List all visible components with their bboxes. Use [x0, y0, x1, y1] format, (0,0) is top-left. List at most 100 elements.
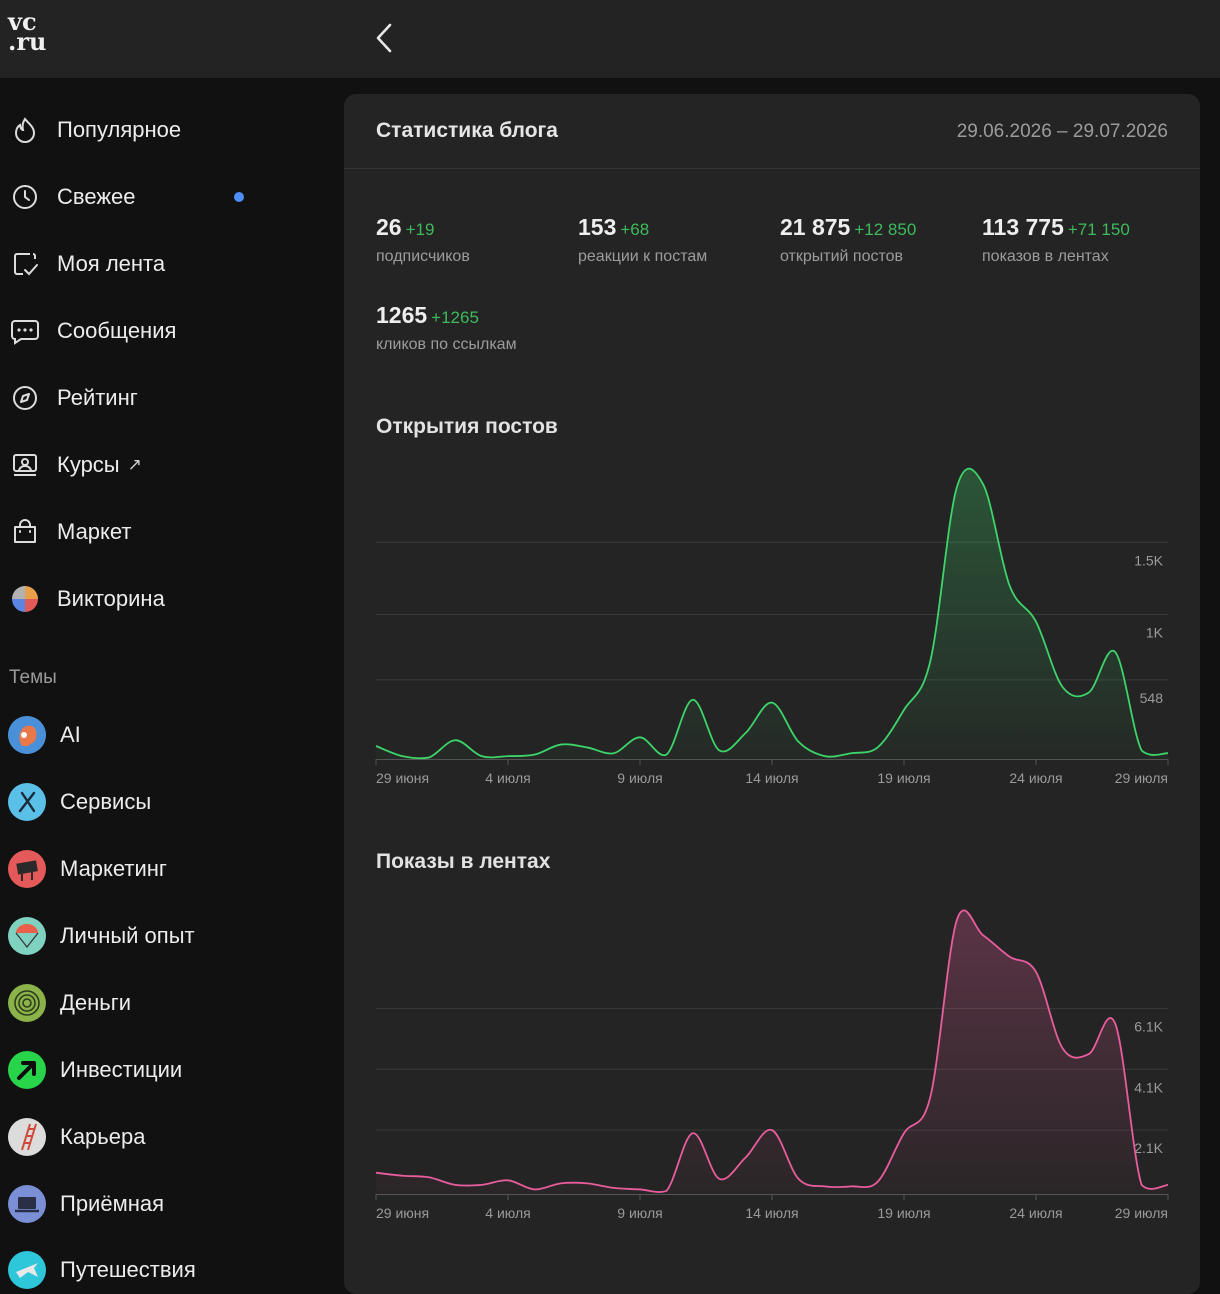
quiz-pie-icon: [8, 582, 42, 616]
x-tick-label: 19 июля: [877, 770, 930, 786]
ladder-icon: [8, 1118, 46, 1156]
theme-label: Приёмная: [60, 1191, 164, 1216]
card-header: Статистика блога 29.06.2026 – 29.07.2026: [344, 94, 1200, 169]
back-button[interactable]: [368, 18, 404, 58]
arrow-up-right-icon: [8, 1051, 46, 1089]
chart-title-feed-impressions: Показы в лентах: [376, 850, 551, 873]
courses-icon: [8, 448, 42, 482]
x-tick-label: 9 июля: [617, 770, 662, 786]
sidebar-item-label: Маркет: [57, 519, 132, 544]
clock-icon: [8, 180, 42, 214]
sidebar-item-label: Курсы: [57, 452, 120, 477]
y-tick-label: 548: [1140, 690, 1164, 706]
y-tick-label: 4.1K: [1134, 1079, 1163, 1095]
stat-delta: +19: [405, 220, 435, 239]
logo-line-1: vc: [8, 7, 37, 36]
theme-label: Личный опыт: [60, 923, 195, 948]
theme-item-career[interactable]: Карьера: [8, 1115, 145, 1159]
stat-caption: подписчиков: [376, 248, 470, 265]
parachute-icon: [8, 917, 46, 955]
feed-impressions-chart: 2.1K 4.1K 6.1K 29 июня 4 июля 9 июля 14 июля 19…: [375, 909, 1169, 1221]
blog-stats-card: Статистика блога 29.06.2026 – 29.07.2026…: [344, 94, 1200, 1294]
stat-caption: реакции к постам: [578, 248, 708, 265]
logo-line-2: .ru: [8, 27, 47, 56]
stat-value: 1265: [376, 302, 428, 328]
theme-item-investments[interactable]: Инвестиции: [8, 1048, 182, 1092]
sidebar-item-popular[interactable]: Популярное: [8, 108, 181, 152]
sidebar-item-label: Викторина: [57, 586, 165, 611]
x-tick-label: 4 июля: [485, 1205, 530, 1221]
stat-value: 153: [578, 214, 617, 240]
chat-bubble-icon: [8, 314, 42, 348]
sidebar-item-market[interactable]: Маркет: [8, 510, 132, 554]
flame-icon: [8, 113, 42, 147]
top-bar: vc .ru: [0, 0, 1220, 78]
stat-link-clicks: 1265 +1265 кликов по ссылкам: [376, 302, 517, 354]
sidebar-item-label: Сообщения: [57, 318, 177, 343]
laptop-icon: [8, 1185, 46, 1223]
theme-item-money[interactable]: Деньги: [8, 981, 131, 1025]
vc-logo[interactable]: vc .ru: [8, 7, 56, 62]
chevron-left-icon: [376, 23, 392, 53]
x-tick-label: 29 июля: [1115, 1205, 1168, 1221]
theme-label: Деньги: [60, 990, 132, 1015]
stat-delta: +68: [620, 220, 650, 239]
theme-label: Сервисы: [60, 789, 152, 814]
unread-dot: [234, 192, 244, 202]
sidebar: [0, 78, 330, 1280]
x-tick-label: 14 июля: [745, 1205, 798, 1221]
fingerprint-icon: [8, 984, 46, 1022]
tools-icon: [8, 783, 46, 821]
x-tick-label: 29 июня: [376, 1205, 429, 1221]
feed-check-icon: [8, 247, 42, 281]
x-tick-label: 24 июля: [1009, 1205, 1062, 1221]
theme-item-personal-experience[interactable]: Личный опыт: [8, 914, 195, 958]
y-tick-label: 2.1K: [1134, 1140, 1163, 1156]
x-tick-label: 19 июля: [877, 1205, 930, 1221]
area-fill: [376, 468, 1168, 759]
themes-heading: Темы: [9, 667, 57, 688]
sidebar-item-label: Свежее: [57, 184, 136, 209]
stat-caption: открытий постов: [780, 248, 904, 265]
sidebar-item-label: Популярное: [57, 117, 182, 142]
airplane-icon: [8, 1251, 46, 1289]
stat-value: 113 775: [982, 214, 1064, 240]
post-opens-chart: 548 1K 1.5K 29 июня 4 июля 9 июля 14 июля 19 ию…: [375, 467, 1169, 786]
x-tick-label: 14 июля: [745, 770, 798, 786]
stat-feed-impressions: 113 775 +71 150 показов в лентах: [982, 214, 1130, 266]
series-line: [375, 909, 1169, 1193]
stat-value: 21 875: [780, 214, 851, 240]
area-fill: [376, 910, 1168, 1194]
stat-delta: +12 850: [854, 220, 917, 239]
ai-head-icon: [8, 716, 46, 754]
theme-item-reception[interactable]: Приёмная: [8, 1182, 164, 1226]
y-tick-label: 1.5K: [1134, 552, 1163, 568]
stat-caption: показов в лентах: [982, 248, 1109, 265]
x-tick-label: 9 июля: [617, 1205, 662, 1221]
stat-caption: кликов по ссылкам: [376, 336, 517, 353]
theme-item-travel[interactable]: Путешествия: [8, 1248, 196, 1292]
y-tick-label: 6.1K: [1134, 1018, 1163, 1034]
sidebar-item-courses[interactable]: Курсы ↗: [8, 443, 142, 487]
sidebar-item-label: Моя лента: [57, 251, 166, 276]
theme-item-marketing[interactable]: Маркетинг: [8, 847, 167, 891]
sidebar-item-quiz[interactable]: Викторина: [8, 577, 165, 621]
sidebar-item-label: Рейтинг: [57, 385, 138, 410]
chart-title-post-opens: Открытия постов: [376, 415, 558, 438]
x-tick-label: 4 июля: [485, 770, 530, 786]
sidebar-item-messages[interactable]: Сообщения: [8, 309, 176, 353]
x-tick-label: 24 июля: [1009, 770, 1062, 786]
sidebar-item-rating[interactable]: Рейтинг: [8, 376, 138, 420]
theme-label: Инвестиции: [60, 1057, 183, 1082]
theme-label: Путешествия: [60, 1257, 196, 1282]
theme-item-services[interactable]: Сервисы: [8, 780, 151, 824]
theme-item-ai[interactable]: AI: [8, 713, 81, 757]
stat-reactions: 153 +68 реакции к постам: [578, 214, 707, 266]
shopping-bag-icon: [8, 515, 42, 549]
sidebar-item-fresh[interactable]: Свежее: [8, 175, 136, 219]
sidebar-item-my-feed[interactable]: Моя лента: [8, 242, 165, 286]
y-tick-label: 1K: [1146, 625, 1164, 641]
theme-label: Маркетинг: [60, 856, 167, 881]
theme-label: AI: [60, 722, 81, 747]
date-range[interactable]: 29.06.2026 – 29.07.2026: [956, 121, 1168, 142]
